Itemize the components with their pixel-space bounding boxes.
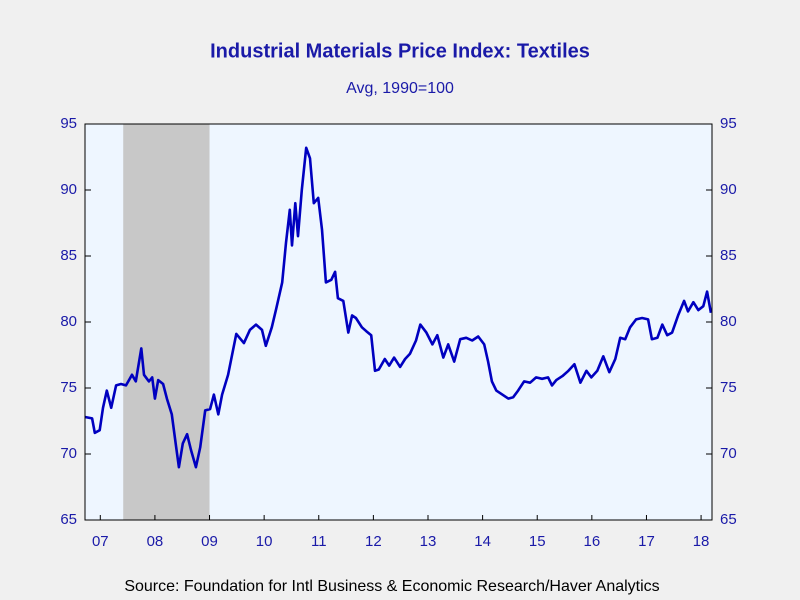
y2-tick-label: 80 xyxy=(720,313,737,330)
y-tick-label: 80 xyxy=(60,313,77,330)
plot-frame xyxy=(84,123,713,521)
y-tick-label: 95 xyxy=(60,115,77,132)
x-tick-label: 08 xyxy=(147,533,164,550)
chart-title: Industrial Materials Price Index: Textil… xyxy=(210,40,590,62)
x-tick-label: 16 xyxy=(583,533,600,550)
y2-tick-label: 90 xyxy=(720,181,737,198)
y-tick-label: 75 xyxy=(60,379,77,396)
y2-tick-label: 85 xyxy=(720,247,737,264)
recession-band xyxy=(123,124,210,520)
y-tick-label: 85 xyxy=(60,247,77,264)
x-tick-label: 10 xyxy=(256,533,273,550)
x-tick-label: 17 xyxy=(638,533,655,550)
x-tick-label: 07 xyxy=(92,533,109,550)
x-tick-label: 12 xyxy=(365,533,382,550)
x-tick-label: 11 xyxy=(311,533,327,550)
y2-tick-label: 70 xyxy=(720,445,737,462)
y-tick-label: 65 xyxy=(60,511,77,528)
y-tick-label: 70 xyxy=(60,445,77,462)
y2-tick-label: 95 xyxy=(720,115,737,132)
x-tick-label: 14 xyxy=(474,533,491,550)
y2-tick-label: 75 xyxy=(720,379,737,396)
y2-tick-label: 65 xyxy=(720,511,737,528)
x-tick-label: 15 xyxy=(529,533,546,550)
x-tick-label: 09 xyxy=(201,533,218,550)
y-tick-label: 90 xyxy=(60,181,77,198)
x-tick-label: 13 xyxy=(420,533,437,550)
x-tick-label: 18 xyxy=(693,533,710,550)
source-note: Source: Foundation for Intl Business & E… xyxy=(124,578,659,595)
series-line xyxy=(84,146,713,469)
chart-subtitle: Avg, 1990=100 xyxy=(346,80,454,97)
